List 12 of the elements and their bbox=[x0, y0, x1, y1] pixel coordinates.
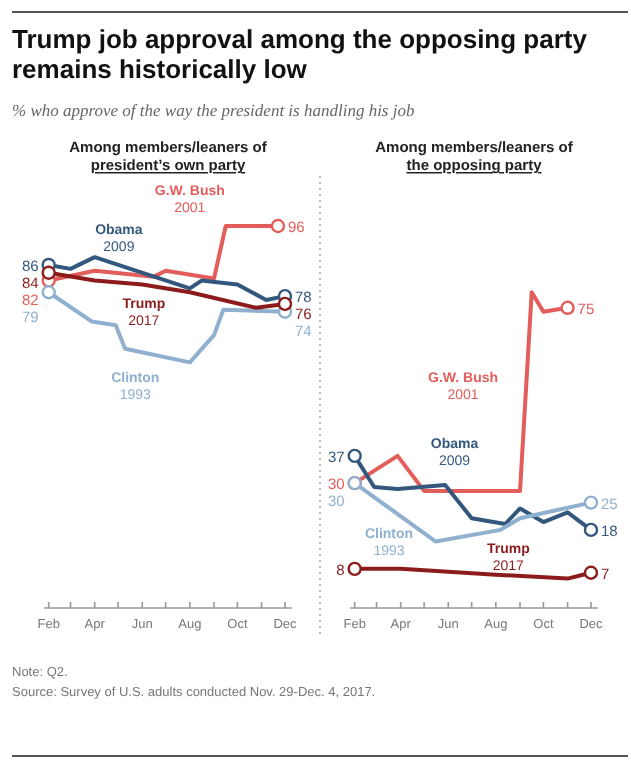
point bbox=[41, 285, 56, 300]
point bbox=[347, 448, 362, 464]
point bbox=[583, 495, 599, 510]
text: Trump job approval among the opposing party remains historically low bbox=[12, 24, 589, 84]
point bbox=[277, 296, 293, 312]
text: % who approve of the way the president is handling his job bbox=[12, 100, 415, 120]
point bbox=[560, 300, 575, 316]
point bbox=[583, 522, 599, 538]
point bbox=[270, 218, 286, 234]
point bbox=[41, 265, 56, 280]
point bbox=[583, 565, 599, 580]
point bbox=[347, 561, 362, 577]
